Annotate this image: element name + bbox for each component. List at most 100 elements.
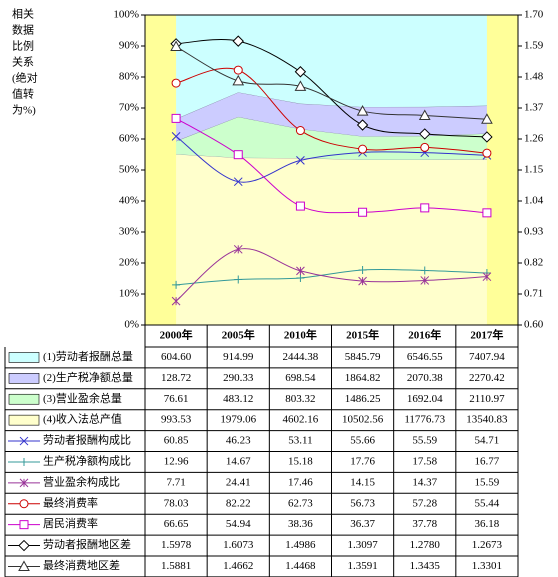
marker <box>418 109 431 120</box>
y2-tick-label: 1.04 <box>524 195 544 207</box>
table-cell: 55.66 <box>350 435 375 447</box>
marker <box>172 280 181 289</box>
table-cell: 1864.82 <box>345 372 381 384</box>
x-tick-label: 2000年 <box>160 328 193 342</box>
legend-label: 生产税净额构成比 <box>43 453 131 467</box>
y2-tick-label: 0.71 <box>524 288 543 300</box>
marker <box>296 266 305 276</box>
y-tick-label: 40% <box>119 195 139 207</box>
line <box>176 268 487 286</box>
table-cell: 14.67 <box>226 455 251 467</box>
line <box>175 248 487 302</box>
legend-label: 最终消费地区差 <box>43 558 120 572</box>
marker <box>482 272 492 282</box>
legend-label: 劳动者报酬地区差 <box>43 537 131 551</box>
table-cell: 698.54 <box>285 372 316 384</box>
marker <box>420 203 430 213</box>
legend-marker <box>19 499 29 509</box>
marker <box>233 150 243 160</box>
table-cell: 604.60 <box>161 351 192 363</box>
marker <box>356 119 369 131</box>
marker <box>233 65 243 75</box>
line <box>175 135 487 183</box>
marker <box>234 275 243 284</box>
table-cell: 11776.73 <box>404 414 445 426</box>
table-cell: 4602.16 <box>283 414 319 426</box>
marker <box>482 208 492 218</box>
table-cell: 1.4662 <box>223 560 253 572</box>
x-tick-label: 2015年 <box>346 328 379 342</box>
y-tick-label: 50% <box>119 164 139 176</box>
marker <box>170 40 182 52</box>
y-axis-label: 关系 <box>12 55 34 69</box>
marker <box>481 131 493 143</box>
y2-tick-label: 1.48 <box>524 71 544 83</box>
table-cell: 1.2780 <box>410 539 441 551</box>
legend-marker <box>19 436 29 446</box>
marker <box>358 265 367 274</box>
table-cell: 78.03 <box>164 497 189 509</box>
table-cell: 1.3591 <box>347 560 377 572</box>
y-tick-label: 30% <box>119 226 139 238</box>
y-axis-label: 值转 <box>12 87 34 101</box>
table-cell: 82.22 <box>226 497 251 509</box>
table-cell: 2070.38 <box>407 372 443 384</box>
legend-label: (2)生产税净额总量 <box>43 370 133 384</box>
table-cell: 1.4468 <box>285 560 316 572</box>
table-cell: 60.85 <box>164 435 189 447</box>
legend-label: 劳动者报酬构成比 <box>43 433 131 447</box>
legend-label: 最终消费率 <box>43 495 98 509</box>
area <box>176 116 487 160</box>
y-tick-label: 20% <box>119 257 139 269</box>
table-cell: 46.23 <box>226 435 251 447</box>
marker <box>482 148 492 158</box>
marker <box>232 35 244 47</box>
y2-tick-label: 1.70 <box>524 9 544 21</box>
table-cell: 14.15 <box>350 476 375 488</box>
x-tick-label: 2016年 <box>408 328 441 342</box>
table-cell: 13540.83 <box>466 414 508 426</box>
y-axis-label: (绝对 <box>12 71 38 85</box>
y-tick-label: 10% <box>119 288 139 300</box>
table-cell: 37.78 <box>412 518 437 530</box>
legend-label: (3)营业盈余总量 <box>43 391 122 405</box>
marker <box>296 156 305 165</box>
table-cell: 12.96 <box>164 455 189 467</box>
table-cell: 15.59 <box>475 476 500 488</box>
table-cell: 62.73 <box>288 497 313 509</box>
marker <box>420 142 430 152</box>
table-cell: 1692.04 <box>407 393 443 405</box>
y2-tick-label: 0.60 <box>524 319 544 331</box>
table-cell: 290.33 <box>223 372 254 384</box>
table-cell: 10502.56 <box>342 414 384 426</box>
marker <box>295 201 305 211</box>
table-cell: 128.72 <box>161 372 191 384</box>
marker <box>296 273 305 282</box>
y-tick-label: 60% <box>119 133 139 145</box>
table-cell: 7.71 <box>166 476 185 488</box>
table-cell: 38.36 <box>288 518 313 530</box>
x-tick-label: 2010年 <box>284 328 317 342</box>
table-cell: 483.12 <box>223 393 253 405</box>
marker <box>358 276 367 286</box>
table-cell: 1.5978 <box>161 539 192 551</box>
y2-tick-label: 0.93 <box>524 226 544 238</box>
table-cell: 56.73 <box>350 497 375 509</box>
legend-key <box>8 352 40 363</box>
table-cell: 16.77 <box>475 455 500 467</box>
y2-tick-label: 1.26 <box>524 133 544 145</box>
area <box>176 154 487 325</box>
table-cell: 6546.55 <box>407 351 443 363</box>
marker <box>294 66 307 78</box>
x-tick-label: 2005年 <box>222 328 255 342</box>
legend-marker <box>18 560 30 571</box>
table-cell: 15.18 <box>288 455 313 467</box>
table-cell: 1.5881 <box>161 560 191 572</box>
y2-tick-label: 0.82 <box>524 257 543 269</box>
marker <box>294 80 307 91</box>
marker <box>481 113 493 124</box>
y2-tick-label: 1.59 <box>524 40 544 52</box>
table-cell: 1.3435 <box>410 560 441 572</box>
legend-marker <box>19 478 29 488</box>
